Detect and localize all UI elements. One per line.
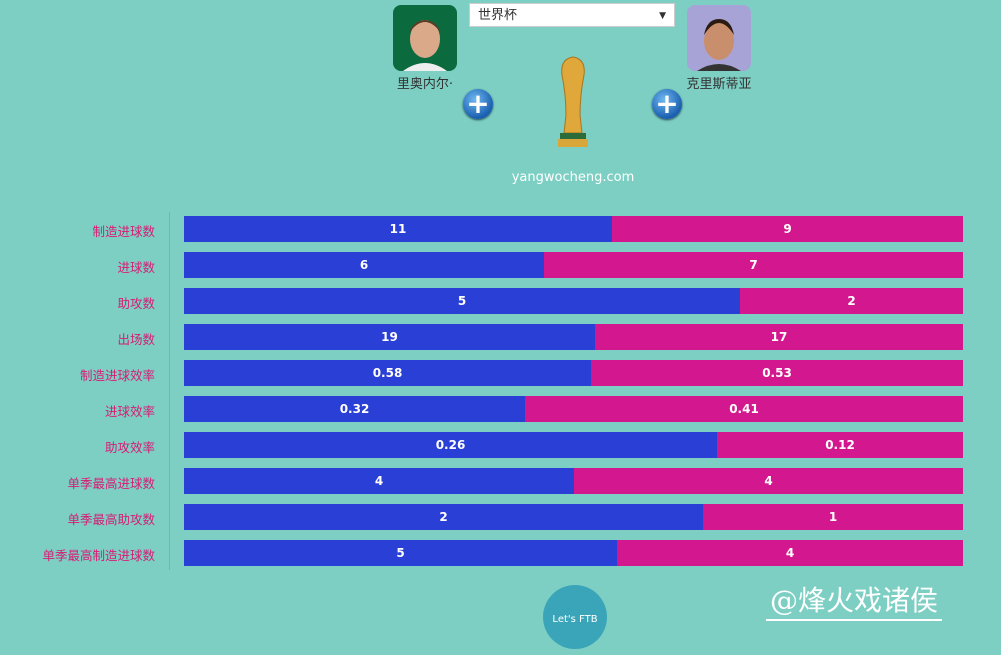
bar-player-1: 6 <box>184 252 544 278</box>
site-url: yangwocheng.com <box>511 170 635 185</box>
bar-player-1: 4 <box>184 468 574 494</box>
bar-player-2: 0.53 <box>591 360 963 386</box>
bar-player-1: 5 <box>184 540 617 566</box>
axis-line <box>169 212 170 570</box>
category-label: 单季最高助攻数 <box>67 512 155 527</box>
competition-select[interactable]: 世界杯 ▼ <box>469 3 675 27</box>
add-player-2-button[interactable]: + <box>652 89 682 119</box>
bar-player-1: 11 <box>184 216 612 242</box>
world-cup-trophy-icon <box>558 56 588 147</box>
bar-player-2: 2 <box>740 288 963 314</box>
category-label: 单季最高进球数 <box>67 476 155 491</box>
lets-ftb-logo[interactable]: Let's FTB <box>543 585 607 649</box>
bar-player-1: 0.32 <box>184 396 525 422</box>
bar-player-2: 0.12 <box>717 432 963 458</box>
category-label: 制造进球效率 <box>79 368 155 383</box>
watermark: @烽火戏诸侯 <box>766 583 943 621</box>
bar-player-1: 0.58 <box>184 360 591 386</box>
bar-player-2: 0.41 <box>525 396 963 422</box>
bar-player-1: 2 <box>184 504 703 530</box>
bar-player-2: 17 <box>595 324 963 350</box>
category-label: 制造进球数 <box>92 224 155 239</box>
player-face-icon <box>403 20 447 71</box>
category-label: 进球效率 <box>104 404 155 419</box>
player-1-avatar[interactable] <box>393 5 457 71</box>
add-player-1-button[interactable]: + <box>463 89 493 119</box>
bar-player-2: 7 <box>544 252 963 278</box>
category-label: 出场数 <box>117 332 155 347</box>
bar-player-1: 0.26 <box>184 432 717 458</box>
category-label: 进球数 <box>117 260 155 275</box>
player-2-name: 克里斯蒂亚 <box>686 77 752 92</box>
bar-player-2: 9 <box>612 216 963 242</box>
bar-player-2: 4 <box>574 468 963 494</box>
bar-player-1: 5 <box>184 288 740 314</box>
chevron-down-icon: ▼ <box>659 11 666 21</box>
bar-player-1: 19 <box>184 324 595 350</box>
player-2-avatar[interactable] <box>687 5 751 71</box>
select-value: 世界杯 <box>478 8 518 23</box>
bar-player-2: 1 <box>703 504 963 530</box>
bar-player-2: 4 <box>617 540 963 566</box>
category-label: 助攻效率 <box>104 440 155 455</box>
player-1-name: 里奥内尔· <box>396 77 454 92</box>
player-face-icon <box>697 19 741 71</box>
category-label: 助攻数 <box>117 296 155 311</box>
category-label: 单季最高制造进球数 <box>42 548 155 563</box>
